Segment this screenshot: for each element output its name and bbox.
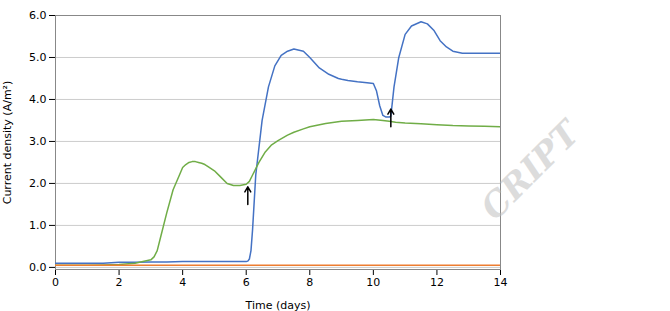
svg-text:6: 6 — [243, 276, 250, 289]
svg-text:5.0: 5.0 — [29, 51, 47, 64]
svg-text:0: 0 — [52, 276, 59, 289]
svg-text:2.0: 2.0 — [29, 177, 47, 190]
svg-text:Current density (A/m²): Current density (A/m²) — [1, 81, 14, 205]
svg-text:4: 4 — [179, 276, 186, 289]
svg-text:2: 2 — [116, 276, 123, 289]
svg-text:3.0: 3.0 — [29, 135, 47, 148]
svg-text:Time (days): Time (days) — [245, 299, 311, 311]
svg-text:8: 8 — [306, 276, 313, 289]
svg-text:12: 12 — [430, 276, 444, 289]
svg-text:4.0: 4.0 — [29, 93, 47, 106]
svg-text:10: 10 — [366, 276, 380, 289]
svg-text:14: 14 — [494, 276, 508, 289]
svg-text:0.0: 0.0 — [29, 261, 47, 274]
svg-text:6.0: 6.0 — [29, 9, 47, 22]
html-text:CRIPT: CRIPT — [472, 112, 588, 228]
svg-text:1.0: 1.0 — [29, 219, 47, 232]
